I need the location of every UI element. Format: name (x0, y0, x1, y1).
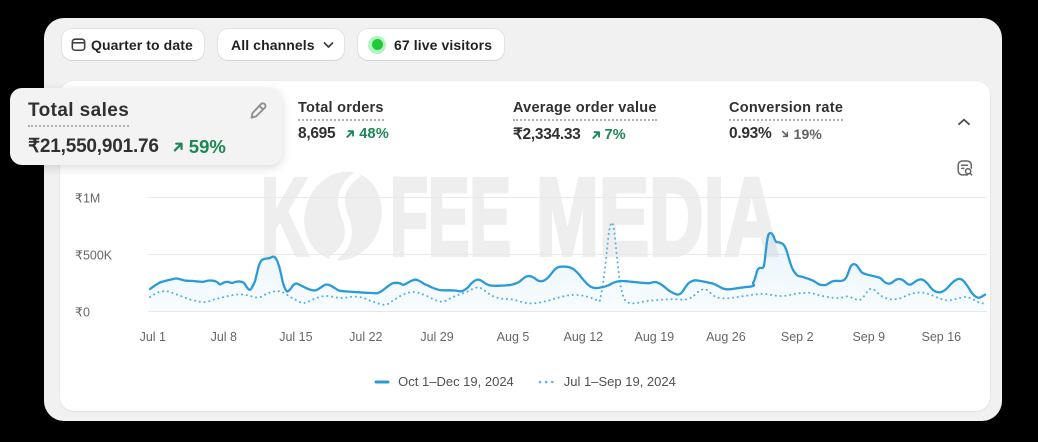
svg-text:MEDIA: MEDIA (536, 156, 779, 279)
svg-text:FEE: FEE (390, 156, 511, 279)
